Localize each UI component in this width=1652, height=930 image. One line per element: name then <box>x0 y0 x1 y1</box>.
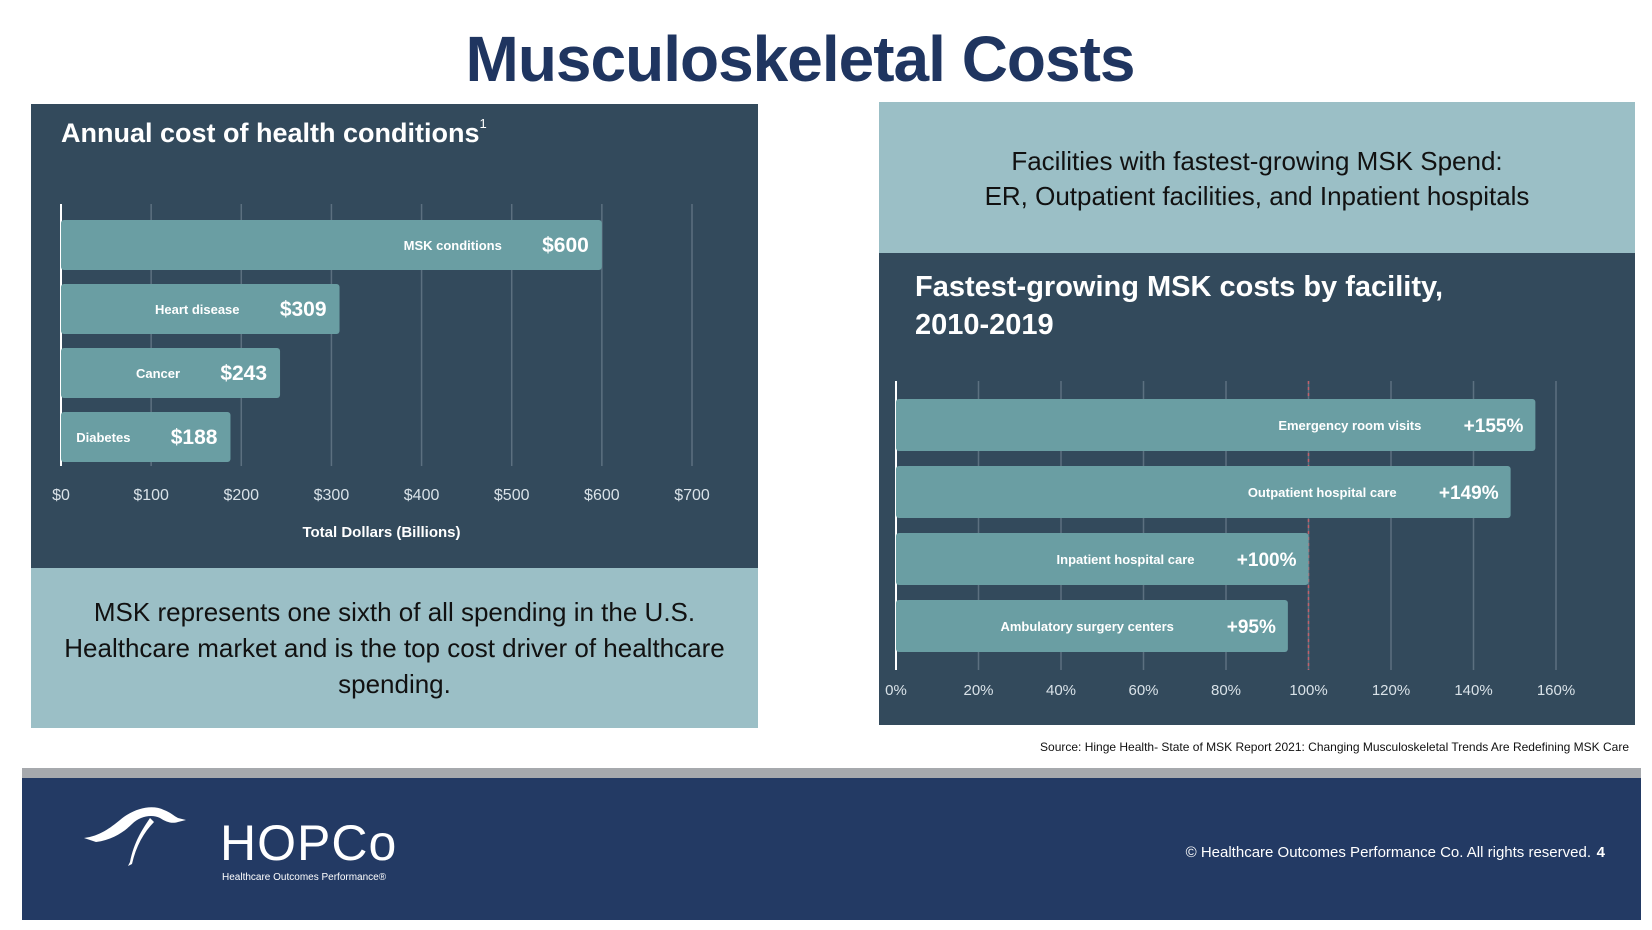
msk-summary-box: MSK represents one sixth of all spending… <box>31 568 758 728</box>
annual-cost-tick-label: $700 <box>674 487 710 504</box>
footer-divider <box>22 768 1641 778</box>
annual-cost-tick-label: $400 <box>404 487 440 504</box>
annual-cost-tick-label: $100 <box>133 487 169 504</box>
copyright-notice: © Healthcare Outcomes Performance Co. Al… <box>1185 844 1591 861</box>
facility-costs-chart: +155% Emergency room visits +149% Outpatien… <box>885 381 1575 699</box>
facility-cost-category-label: Inpatient hospital care <box>1057 552 1195 567</box>
facility-cost-tick-label: 40% <box>1046 682 1076 699</box>
facility-cost-tick-label: 60% <box>1128 682 1158 699</box>
annual-cost-tick-label: $200 <box>223 487 259 504</box>
facility-cost-value-label: +95% <box>1227 617 1276 638</box>
facilities-headline-line2: ER, Outpatient facilities, and Inpatient… <box>984 181 1530 211</box>
annual-cost-value-label: $243 <box>220 362 267 385</box>
source-citation: Source: Hinge Health- State of MSK Repor… <box>1040 740 1629 754</box>
facility-cost-tick-label: 160% <box>1537 682 1575 699</box>
annual-cost-chart-title-text: Annual cost of health conditions <box>61 118 480 148</box>
logo-wordmark: HOPCo <box>220 815 398 871</box>
logo-tagline: Healthcare Outcomes Performance® <box>222 872 387 883</box>
facility-cost-value-label: +155% <box>1464 416 1524 437</box>
facility-costs-chart-panel: Fastest-growing MSK costs by facility, 2… <box>879 253 1635 725</box>
annual-cost-value-label: $309 <box>280 298 327 321</box>
facility-cost-tick-label: 20% <box>963 682 993 699</box>
annual-cost-category-label: Diabetes <box>76 430 130 445</box>
annual-cost-bar <box>61 220 602 270</box>
annual-cost-value-label: $600 <box>542 234 589 257</box>
annual-cost-tick-label: $300 <box>314 487 350 504</box>
facility-cost-tick-label: 120% <box>1372 682 1410 699</box>
footnote-mark: 1 <box>479 116 487 131</box>
page-number: 4 <box>1596 844 1605 861</box>
facility-cost-tick-label: 80% <box>1211 682 1241 699</box>
facilities-headline-box: Facilities with fastest-growing MSK Spen… <box>879 102 1635 253</box>
annual-cost-bar <box>61 348 281 398</box>
facilities-headline-line1: Facilities with fastest-growing MSK Spen… <box>1011 146 1503 176</box>
facility-cost-category-label: Outpatient hospital care <box>1248 485 1397 500</box>
annual-cost-tick-label: $600 <box>584 487 620 504</box>
msk-summary-text: MSK represents one sixth of all spending… <box>64 597 725 699</box>
footer: HOPCo Healthcare Outcomes Performance® ©… <box>22 778 1641 920</box>
facility-cost-category-label: Emergency room visits <box>1278 418 1421 433</box>
facility-cost-tick-label: 140% <box>1454 682 1492 699</box>
facility-cost-value-label: +149% <box>1439 483 1499 504</box>
kangaroo-logo-icon <box>84 807 186 866</box>
facility-chart-title-line2: 2010-2019 <box>915 309 1054 341</box>
facility-chart-title-line1: Fastest-growing MSK costs by facility, <box>915 271 1444 303</box>
annual-cost-value-label: $188 <box>171 426 218 449</box>
facility-cost-tick-label: 0% <box>885 682 907 699</box>
annual-cost-category-label: MSK conditions <box>404 238 502 253</box>
annual-cost-tick-label: $0 <box>52 487 70 504</box>
annual-cost-category-label: Cancer <box>136 366 180 381</box>
annual-cost-chart-panel: Annual cost of health conditions1 $600 MS… <box>31 104 758 568</box>
annual-cost-bar <box>61 412 231 462</box>
annual-cost-chart: $600 MSK conditions $309 Heart disease $243 C… <box>52 204 710 541</box>
facility-cost-bar <box>896 399 1536 451</box>
annual-cost-chart-title: Annual cost of health conditions1 <box>61 116 487 149</box>
facility-cost-bar <box>896 533 1309 585</box>
annual-cost-bar <box>61 284 340 334</box>
facility-cost-tick-label: 100% <box>1289 682 1327 699</box>
facility-cost-value-label: +100% <box>1237 550 1297 571</box>
annual-cost-tick-label: $500 <box>494 487 530 504</box>
annual-cost-category-label: Heart disease <box>155 302 240 317</box>
facility-cost-bar <box>896 466 1511 518</box>
annual-cost-axis-title: Total Dollars (Billions) <box>302 524 460 541</box>
facility-cost-category-label: Ambulatory surgery centers <box>1000 619 1173 634</box>
page-title: Musculoskeletal Costs <box>465 23 1136 95</box>
facility-cost-bar <box>896 600 1288 652</box>
